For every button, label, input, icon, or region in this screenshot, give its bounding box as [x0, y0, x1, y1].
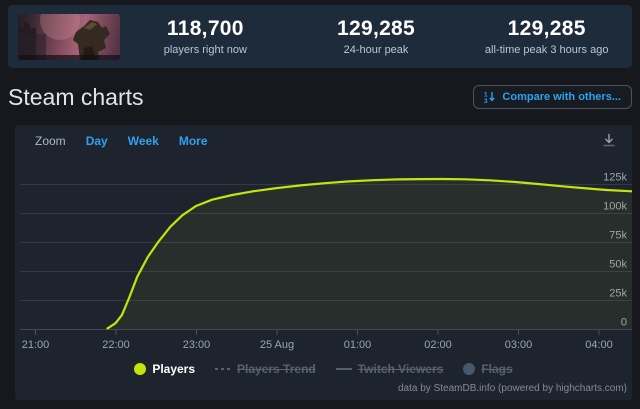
legend-item-twitch-viewers[interactable]: Twitch Viewers [335, 362, 444, 376]
stat-players-now-label: players right now [163, 44, 247, 56]
legend-marker-circle [463, 363, 476, 375]
svg-text:21:00: 21:00 [22, 339, 50, 351]
zoom-label: Zoom [35, 134, 66, 148]
svg-text:25 Aug: 25 Aug [260, 339, 294, 351]
chart-svg[interactable]: 0 25k 50k 75k 100k 125k 21:00 22:00 23:00 25 Aug 0… [15, 125, 632, 400]
stat-players-now: 118,700 players right now [120, 17, 291, 56]
legend-item-flags[interactable]: Flags [463, 362, 513, 376]
legend-item-players-trend[interactable]: Players Trend [215, 362, 316, 376]
steam-charts-panel: Zoom Day Week More 0 25k 50k 75k 100k 125k 21:… [15, 125, 632, 400]
svg-text:3: 3 [484, 98, 488, 103]
stat-alltime-peak-label: all-time peak 3 hours ago [484, 44, 609, 56]
svg-text:25k: 25k [609, 288, 627, 300]
section-heading-row: Steam charts 1 3 Compare with others... [8, 78, 632, 116]
svg-text:75k: 75k [609, 230, 627, 242]
page-title: Steam charts [8, 83, 144, 110]
zoom-range-day[interactable]: Day [85, 134, 108, 148]
legend-item-players[interactable]: Players [134, 362, 195, 376]
chart-zoom-toolbar: Zoom Day Week More [35, 134, 208, 148]
svg-text:125k: 125k [603, 172, 627, 184]
legend-label: Twitch Viewers [357, 362, 444, 376]
download-chart-icon[interactable] [600, 131, 618, 149]
compare-with-others-button[interactable]: 1 3 Compare with others... [473, 85, 632, 109]
svg-text:50k: 50k [609, 259, 627, 271]
legend-label: Players Trend [237, 362, 316, 376]
zoom-range-week[interactable]: Week [127, 134, 159, 148]
svg-text:04:00: 04:00 [585, 339, 613, 351]
svg-text:100k: 100k [603, 201, 627, 213]
stat-players-now-value: 118,700 [166, 17, 244, 40]
player-stats-bar: 118,700 players right now 129,285 24-hou… [8, 5, 632, 68]
stat-alltime-peak-value: 129,285 [507, 17, 586, 40]
svg-text:22:00: 22:00 [102, 339, 130, 351]
game-capsule-art [18, 13, 120, 60]
game-capsule-image[interactable] [18, 13, 120, 60]
legend-marker-circle [134, 363, 147, 375]
svg-text:1: 1 [484, 92, 488, 99]
compare-button-label: Compare with others... [502, 91, 621, 103]
svg-text:01:00: 01:00 [344, 339, 372, 351]
stat-24h-peak-value: 129,285 [337, 17, 416, 40]
zoom-range-more[interactable]: More [178, 134, 208, 148]
chart-credits[interactable]: data by SteamDB.info (powered by highcha… [398, 383, 627, 394]
svg-text:0: 0 [621, 317, 627, 329]
legend-marker-dashed-line [215, 368, 232, 370]
legend-label: Flags [481, 362, 513, 376]
stat-24h-peak: 129,285 24-hour peak [291, 17, 462, 56]
stat-24h-peak-label: 24-hour peak [343, 44, 409, 56]
svg-text:03:00: 03:00 [505, 339, 533, 351]
legend-label: Players [152, 362, 196, 376]
svg-text:02:00: 02:00 [424, 339, 452, 351]
legend-marker-line [335, 368, 352, 370]
stat-alltime-peak: 129,285 all-time peak 3 hours ago [461, 17, 632, 56]
chart-legend: Players Players Trend Twitch Viewers Flags [15, 362, 632, 376]
svg-text:23:00: 23:00 [183, 339, 211, 351]
sort-numeric-icon: 1 3 [484, 92, 496, 103]
